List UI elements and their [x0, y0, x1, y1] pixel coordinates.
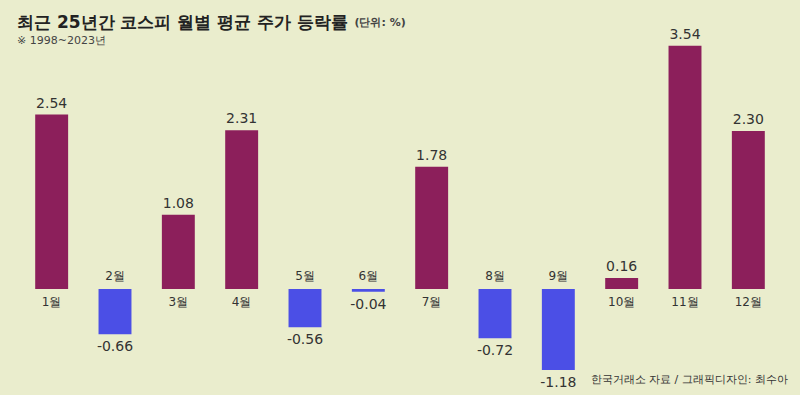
svg-text:※ 1998~2023년: ※ 1998~2023년	[17, 34, 106, 47]
svg-text:10월: 10월	[608, 295, 635, 309]
svg-text:7월: 7월	[422, 295, 442, 309]
svg-text:1.78: 1.78	[416, 147, 447, 163]
svg-text:3.54: 3.54	[669, 26, 700, 42]
svg-text:0.16: 0.16	[606, 258, 637, 274]
svg-text:11월: 11월	[671, 295, 698, 309]
svg-text:12월: 12월	[735, 295, 762, 309]
svg-text:9월: 9월	[549, 269, 569, 283]
svg-text:-0.66: -0.66	[97, 338, 133, 354]
svg-text:5월: 5월	[295, 269, 315, 283]
svg-text:-0.04: -0.04	[350, 296, 386, 312]
svg-text:4월: 4월	[232, 295, 252, 309]
svg-text:2.30: 2.30	[733, 111, 764, 127]
svg-text:3월: 3월	[169, 295, 189, 309]
svg-text:1월: 1월	[42, 295, 62, 309]
svg-text:(단위: %): (단위: %)	[354, 16, 405, 29]
svg-text:1.08: 1.08	[163, 195, 194, 211]
svg-text:2월: 2월	[105, 269, 125, 283]
svg-text:2.31: 2.31	[226, 110, 257, 126]
svg-text:-1.18: -1.18	[540, 374, 576, 390]
svg-text:2.54: 2.54	[36, 95, 67, 111]
svg-text:8월: 8월	[485, 269, 505, 283]
svg-text:한국거래소 자료 / 그래픽디자인: 최수아: 한국거래소 자료 / 그래픽디자인: 최수아	[591, 373, 788, 386]
svg-text:-0.72: -0.72	[477, 342, 513, 358]
svg-text:최근 25년간 코스피 월별 평균 주가 등락률: 최근 25년간 코스피 월별 평균 주가 등락률	[17, 12, 348, 32]
svg-text:6월: 6월	[359, 269, 379, 283]
svg-text:-0.56: -0.56	[287, 331, 323, 347]
